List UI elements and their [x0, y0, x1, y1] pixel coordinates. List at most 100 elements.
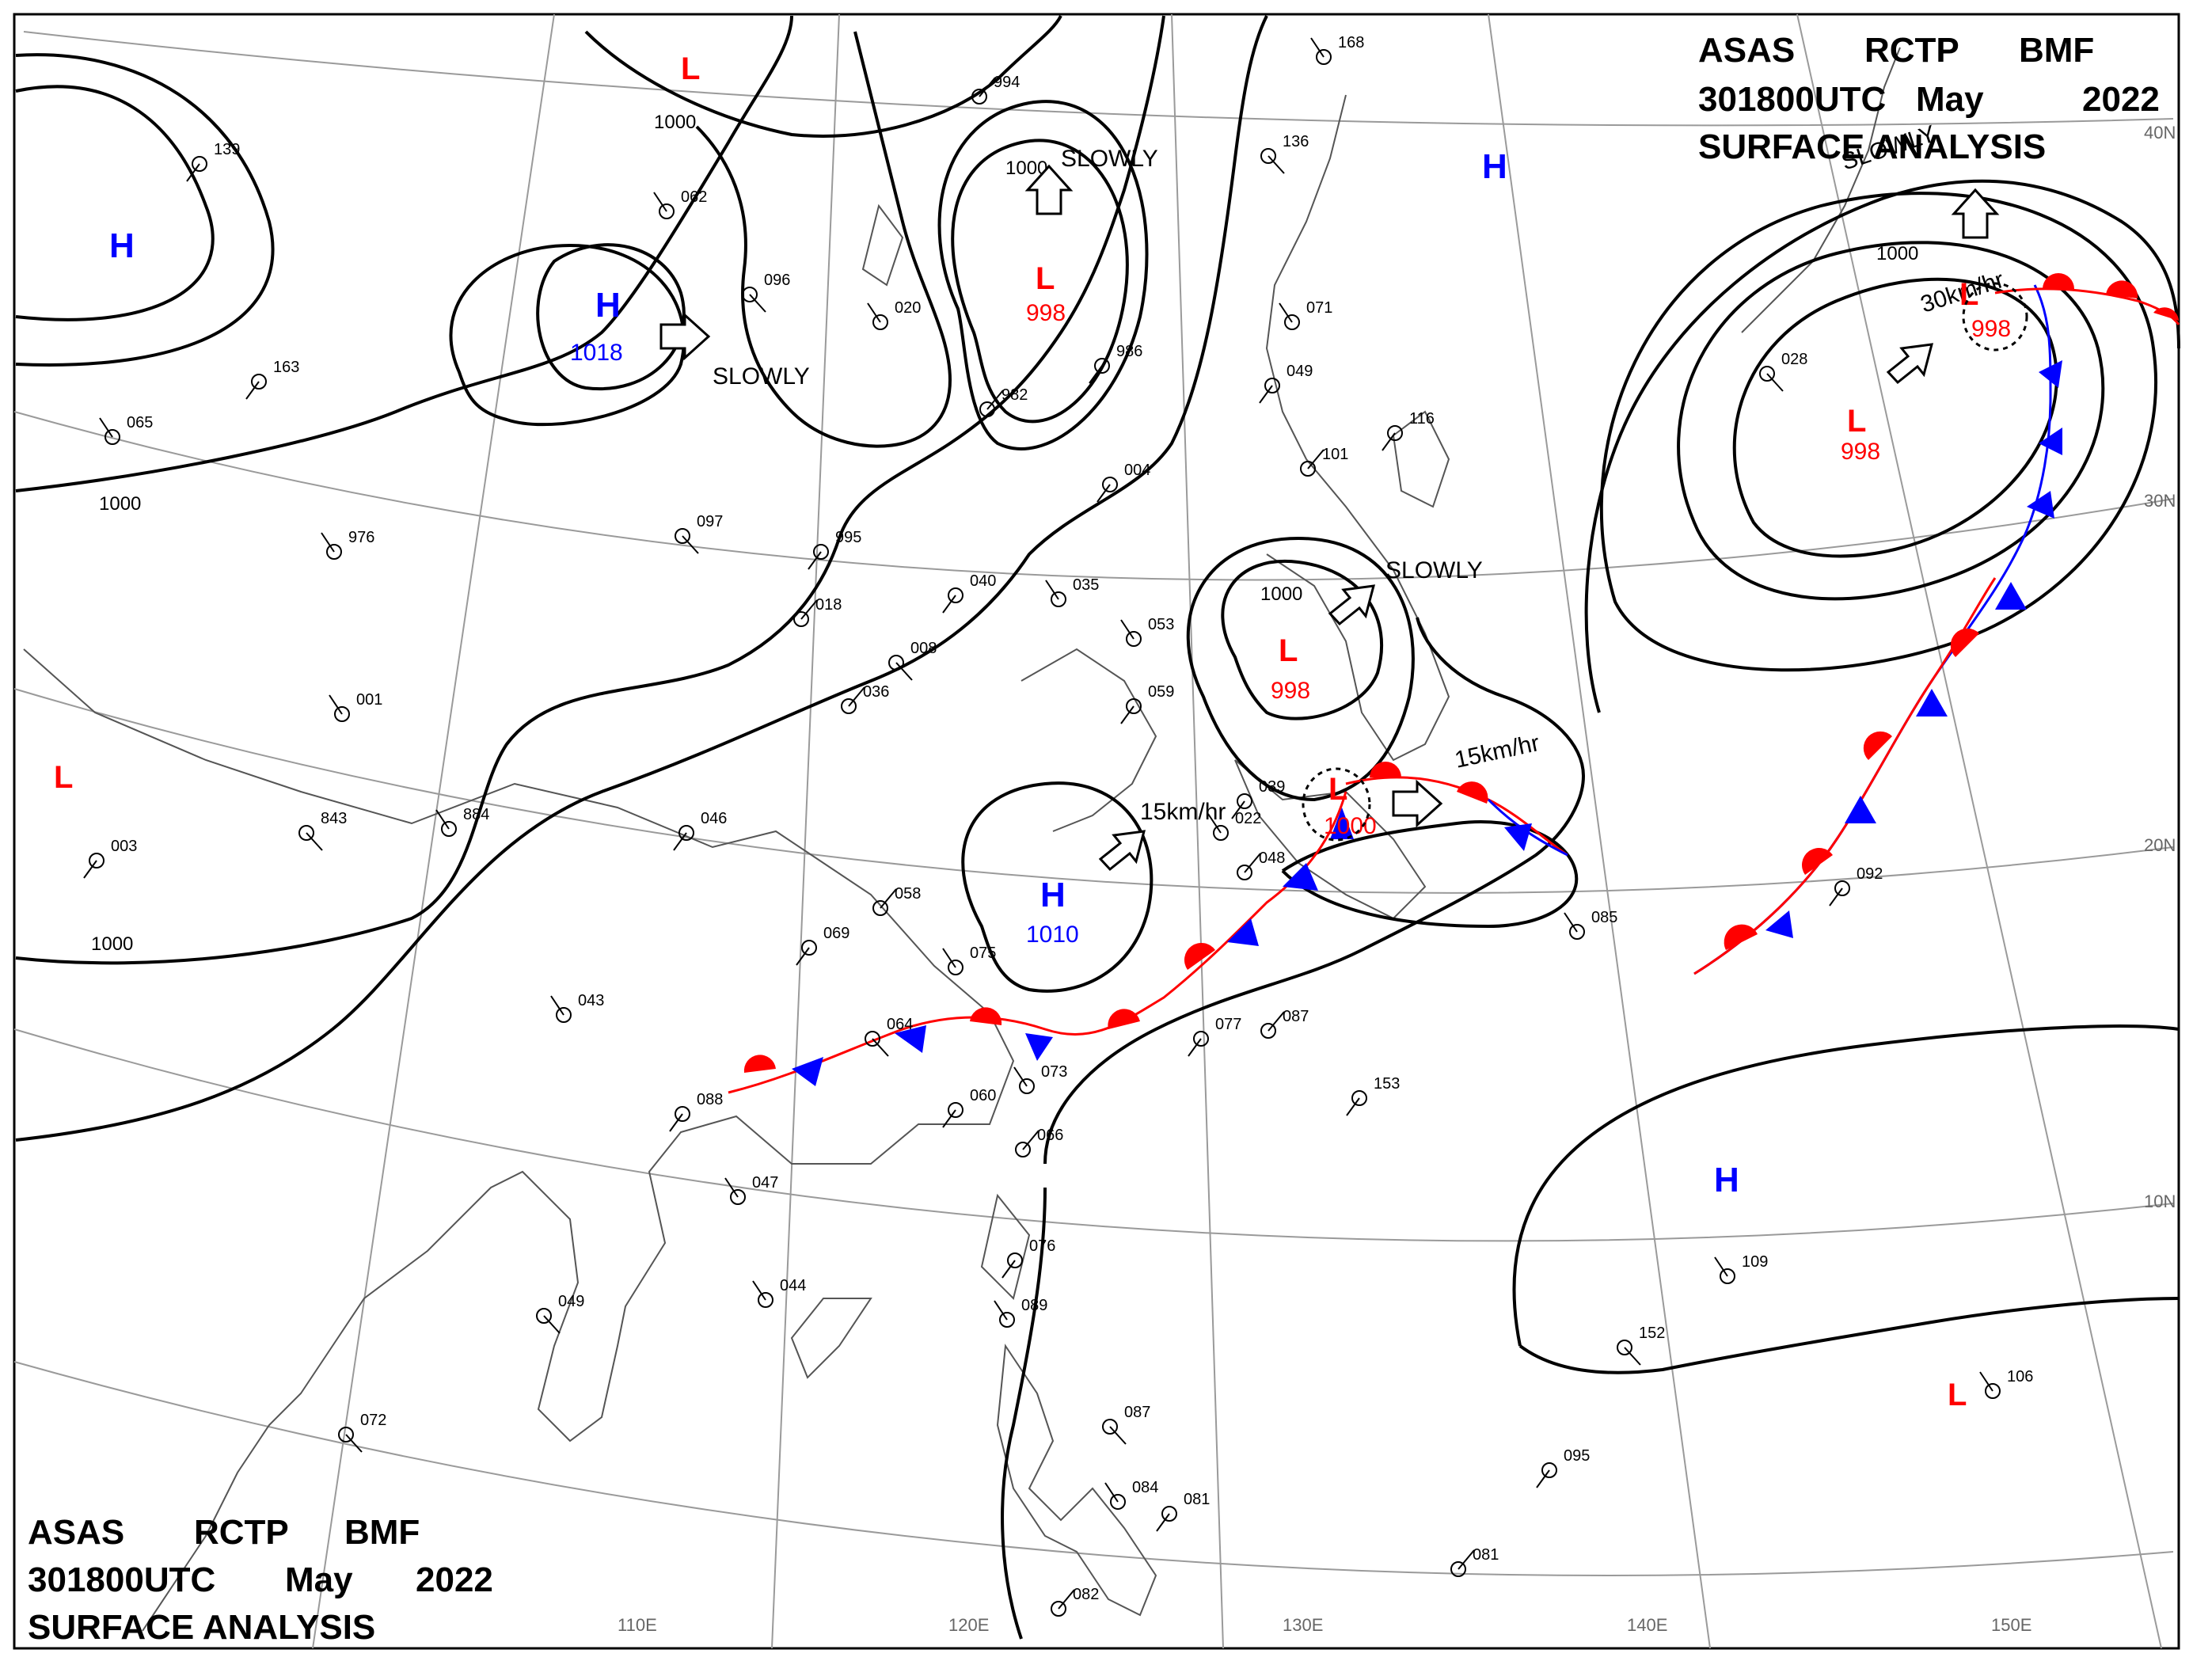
station-circle — [1102, 1419, 1118, 1435]
station-pressure: 163 — [273, 359, 299, 376]
station-pressure: 097 — [697, 513, 723, 530]
wind-barb — [1231, 800, 1245, 819]
wind-barb — [673, 832, 687, 851]
wind-barb — [942, 595, 956, 614]
station-pressure: 088 — [697, 1091, 723, 1108]
station-circle — [1617, 1340, 1632, 1355]
motion-arrows — [659, 164, 2000, 872]
wind-barb — [186, 163, 200, 182]
arrow-icon — [1024, 164, 1074, 215]
wind-barb — [345, 1434, 363, 1453]
station-pressure: 004 — [1124, 462, 1150, 479]
station-pressure: 843 — [321, 810, 347, 827]
station-circle — [1213, 825, 1229, 841]
station-pressure: 084 — [1132, 1479, 1158, 1496]
wind-barb — [543, 1315, 561, 1334]
wind-barb — [848, 686, 865, 707]
station-pressure: 152 — [1639, 1325, 1665, 1342]
station-circle — [872, 900, 888, 916]
isobar-labels: 1000 1000 1000 1000 1000 1000 — [91, 112, 1918, 955]
wind-barb — [800, 599, 818, 620]
wind-barb — [1624, 1347, 1641, 1366]
pressure-center-type: L — [1959, 277, 1978, 312]
station-circle — [730, 1189, 746, 1205]
motion-label: SLOWLY — [1385, 557, 1483, 583]
header-title: SURFACE ANALYSIS — [1698, 127, 2046, 166]
station-pressure: 003 — [111, 838, 137, 855]
station-pressure: 136 — [1283, 133, 1309, 150]
station-circle — [1720, 1268, 1735, 1284]
station-circle — [1260, 148, 1276, 164]
latitude-labels: 40N 30N 20N 10N — [2144, 123, 2176, 1211]
station-pressure: 039 — [1259, 778, 1285, 796]
station-circle — [1015, 1142, 1031, 1157]
station-pressure: 092 — [1857, 865, 1883, 883]
wind-barb — [1096, 484, 1111, 503]
wind-barb — [1156, 1513, 1170, 1532]
header-code: ASAS — [28, 1513, 124, 1552]
station-pressure: 073 — [1041, 1063, 1067, 1081]
station-circle — [675, 1106, 690, 1122]
station-circle — [1541, 1462, 1557, 1478]
header-time: 301800UTC — [1698, 80, 1886, 119]
station-pressure: 087 — [1283, 1008, 1309, 1025]
station-pressure: 060 — [970, 1087, 996, 1104]
station-circle — [1102, 477, 1118, 492]
station-circle — [948, 1102, 963, 1118]
station-circle — [1193, 1031, 1209, 1047]
station-pressure: 047 — [752, 1174, 778, 1192]
stationary-front-west — [728, 791, 1354, 1094]
station-pressure: 008 — [910, 640, 937, 657]
pressure-center-value: 1018 — [570, 340, 623, 366]
wind-barb — [245, 381, 260, 400]
wind-barb — [749, 294, 766, 313]
station-pressure: 028 — [1781, 351, 1807, 368]
wind-barb — [1120, 705, 1135, 724]
station-pressure: 139 — [214, 141, 240, 158]
station-circle — [1316, 49, 1332, 65]
station-pressure: 087 — [1124, 1404, 1150, 1421]
station-circle — [441, 821, 457, 837]
wind-barb — [1979, 1371, 1993, 1392]
isobar-label: 1000 — [1876, 243, 1918, 264]
station-circle — [1126, 631, 1142, 647]
wind-barb — [752, 1280, 766, 1301]
wind-barb — [808, 551, 822, 570]
latitude-label: 10N — [2144, 1192, 2176, 1211]
station-pressure: 081 — [1473, 1546, 1499, 1564]
station-pressure: 066 — [1037, 1127, 1063, 1144]
station-circle — [1019, 1078, 1035, 1094]
station-circle — [298, 825, 314, 841]
wind-barb — [724, 1177, 739, 1198]
wind-barb — [83, 860, 97, 879]
station-pressure: 109 — [1742, 1253, 1768, 1271]
station-pressure: 995 — [835, 529, 861, 546]
wind-barb — [1268, 1011, 1285, 1032]
station-circle — [1284, 314, 1300, 330]
wind-barb — [1564, 912, 1578, 933]
station-pressure: 095 — [1564, 1447, 1590, 1465]
header-time: 301800UTC — [28, 1560, 215, 1599]
wind-barb — [1382, 432, 1396, 451]
wind-barb — [1207, 813, 1222, 834]
wind-barb — [1013, 1066, 1028, 1087]
map-frame — [13, 13, 2180, 1650]
station-pressure: 036 — [863, 683, 889, 701]
station-circle — [334, 706, 350, 722]
station-pressure: 072 — [360, 1412, 386, 1429]
station-pressure: 001 — [356, 691, 382, 709]
longitude-label: 140E — [1627, 1615, 1667, 1635]
motion-label: SLOWLY — [713, 363, 810, 390]
station-pressure: 069 — [823, 925, 849, 942]
pressure-center-type: H — [1482, 147, 1507, 186]
wind-barb — [1022, 1130, 1039, 1150]
station-circle — [678, 825, 694, 841]
wind-barb — [1536, 1469, 1550, 1488]
station-circle — [536, 1308, 552, 1324]
station-circle — [1051, 1601, 1066, 1617]
coastlines — [23, 47, 1901, 1632]
wind-barb — [1045, 580, 1059, 600]
station-circle — [1759, 366, 1775, 382]
arrow-icon — [1392, 779, 1443, 828]
wind-barb — [1109, 1426, 1127, 1445]
